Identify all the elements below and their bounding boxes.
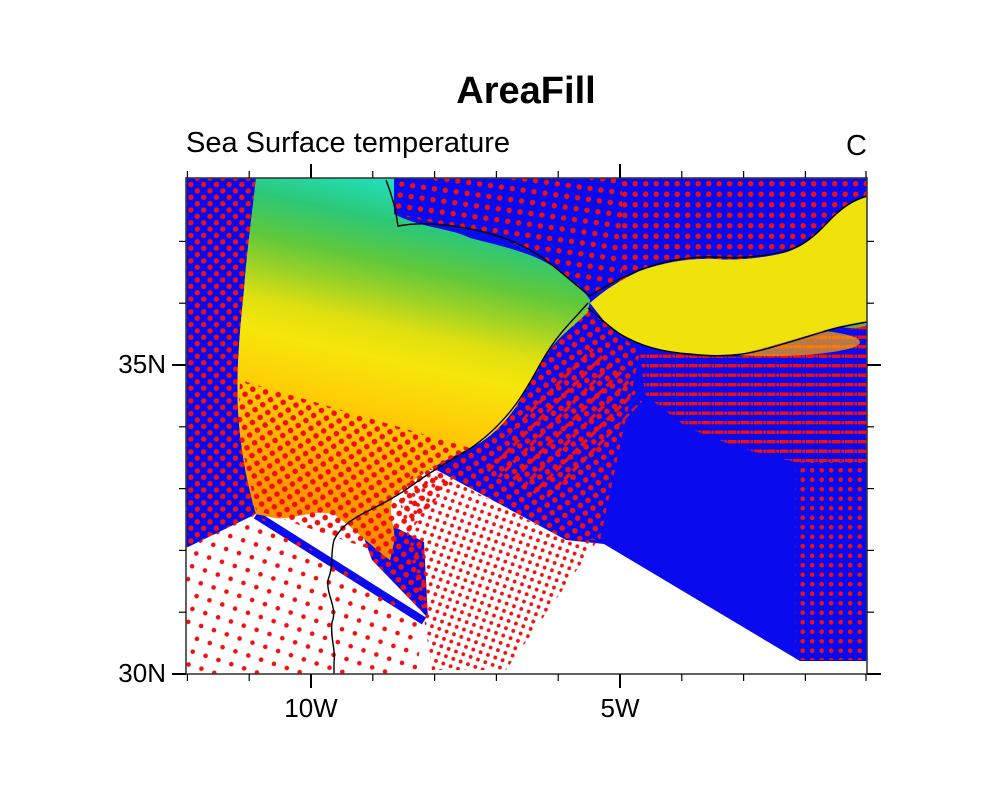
left-string: Sea Surface temperature — [186, 127, 510, 159]
x-axis-minor-ticks — [186, 171, 867, 681]
region-southwest-white-pattern — [186, 514, 424, 674]
plot-frame — [185, 177, 868, 675]
region-northeast-blue-grid-pattern — [622, 178, 867, 282]
y-axis-major-ticks — [172, 364, 881, 675]
region-north-blue-fan-pattern — [394, 178, 622, 296]
x-tick-label-10w: 10W — [284, 693, 338, 723]
region-east-dotted-strip-pattern — [795, 462, 867, 660]
coastline — [327, 179, 867, 674]
x-axis-major-ticks — [310, 164, 621, 688]
region-southeast-diagonal-dash-pattern — [480, 345, 642, 500]
region-south-center-white-pattern — [398, 464, 598, 670]
region-east-dash-rows-pattern — [640, 325, 867, 462]
x-tick-label-5w: 5W — [601, 693, 640, 723]
right-string-units: C — [846, 130, 867, 162]
region-west-blue-column-pattern — [186, 178, 256, 550]
y-tick-label-30n: 30N — [118, 658, 166, 688]
page-title: AreaFill — [456, 70, 595, 112]
y-axis-minor-ticks — [179, 240, 874, 613]
map-area — [186, 178, 867, 674]
y-tick-label-35n: 35N — [118, 349, 166, 379]
